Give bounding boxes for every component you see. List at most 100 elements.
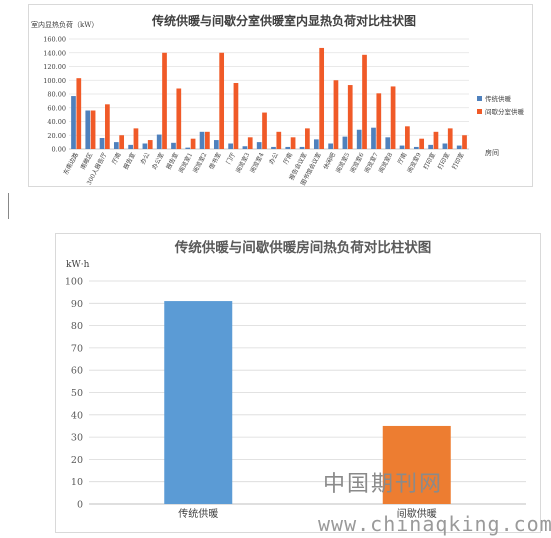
chart-1-x-tick: 阅览室2 bbox=[191, 151, 208, 174]
chart-1-bar-traditional bbox=[213, 140, 219, 149]
chart-2-y-tick: 70 bbox=[71, 343, 83, 354]
chart-1-bar-intermittent bbox=[219, 52, 225, 149]
chart-1-bar-intermittent bbox=[233, 83, 239, 149]
chart-2-bar bbox=[164, 301, 233, 504]
chart-1-bar-intermittent bbox=[147, 140, 153, 149]
watermark-cn: 中国期刊网 bbox=[323, 472, 444, 497]
chart-1-bar-traditional bbox=[128, 144, 133, 149]
chart-1-x-tick: 南敞区 bbox=[79, 151, 95, 171]
chart-1-bar-intermittent bbox=[433, 131, 439, 149]
chart-2-title: 传统供暖与间歇供暖房间热负荷对比柱状图 bbox=[174, 239, 432, 256]
chart-1-bar-intermittent bbox=[305, 128, 310, 149]
chart-1-bar-intermittent bbox=[105, 104, 110, 149]
chart-1-y-tick: 0.00 bbox=[52, 146, 66, 154]
chart-1-bar-traditional bbox=[313, 139, 319, 149]
chart-1-bar-traditional bbox=[285, 146, 291, 149]
chart-2-y-tick: 30 bbox=[71, 433, 83, 444]
chart-2-bar bbox=[382, 425, 451, 504]
chart-1-bar-intermittent bbox=[119, 135, 125, 149]
chart-1-x-tick: 办公 bbox=[267, 151, 280, 165]
chart-1-bar-traditional bbox=[171, 142, 176, 149]
divider-mark bbox=[8, 193, 9, 219]
chart-1-x-tick: 打印室 bbox=[450, 151, 466, 171]
chart-2-x-tick: 间歇供暖 bbox=[397, 507, 437, 520]
chart-1-bar-traditional bbox=[356, 129, 362, 149]
chart-1-bar-intermittent bbox=[290, 137, 296, 149]
chart-1-y-tick: 160.00 bbox=[43, 36, 66, 44]
chart-1-x-tick: 门厅 bbox=[224, 151, 237, 165]
chart-1-x-tick: 报告室 bbox=[122, 151, 138, 171]
chart-1-title: 传统供暖与间歇分室供暖室内显热负荷对比柱状图 bbox=[151, 13, 416, 28]
watermark-url: www.chinaqking.com bbox=[318, 512, 551, 536]
chart-1-bar-traditional bbox=[242, 146, 248, 149]
chart-2-svg: 传统供暖与间歇供暖房间热负荷对比柱状图 kW·h 0 10 20 30 40 50 60 70 80… bbox=[65, 239, 526, 520]
chart-1-bar-traditional bbox=[371, 127, 376, 149]
chart-1-y-tick: 100.00 bbox=[43, 77, 66, 85]
chart-2-y-tick: 90 bbox=[71, 299, 83, 310]
chart-1-legend-swatch bbox=[477, 96, 482, 101]
chart-1-bar-traditional bbox=[299, 146, 305, 149]
chart-1-y-tick: 120.00 bbox=[43, 63, 66, 71]
chart-1-y-tick: 60.00 bbox=[47, 104, 66, 112]
chart-1-x-axis-label: 房间 bbox=[485, 148, 499, 157]
chart-2-y-tick: 50 bbox=[71, 388, 83, 399]
chart-1-bar-intermittent bbox=[447, 128, 453, 149]
chart-1-bar-intermittent bbox=[176, 88, 182, 149]
chart-1-bar-traditional bbox=[428, 144, 433, 149]
chart-1-bar-intermittent bbox=[376, 93, 382, 149]
chart-2-y-tick: 40 bbox=[71, 410, 83, 421]
chart-1-bar-intermittent bbox=[333, 80, 339, 149]
chart-1-legend-label: 传统供暖 bbox=[485, 94, 512, 103]
chart-1-bar-intermittent bbox=[162, 52, 167, 149]
chart-1-bar-intermittent bbox=[247, 137, 253, 149]
chart-1-x-tick: 厅南 bbox=[110, 151, 123, 165]
chart-1-y-tick: 40.00 bbox=[47, 118, 66, 126]
chart-1-y-tick: 20.00 bbox=[47, 132, 66, 140]
chart-1-y-tick: 80.00 bbox=[47, 91, 66, 99]
chart-1-bar-traditional bbox=[442, 143, 448, 149]
chart-1-bar-intermittent bbox=[133, 128, 139, 149]
chart-1-bar-traditional bbox=[342, 136, 348, 149]
chart-1-bar-intermittent bbox=[390, 86, 396, 149]
chart-1-x-tick: 阅览室4 bbox=[248, 151, 265, 174]
chart-1-bar-intermittent bbox=[347, 85, 353, 149]
chart-1-bar-traditional bbox=[456, 145, 462, 149]
chart-1-bar-intermittent bbox=[419, 138, 425, 149]
chart-1-x-tick: 厅南 bbox=[281, 151, 294, 165]
chart-1-bar-intermittent bbox=[362, 54, 367, 149]
chart-1-x-tick: 阅览室9 bbox=[405, 151, 422, 174]
chart-1-bar-intermittent bbox=[262, 112, 267, 149]
chart-2-y-axis-label: kW·h bbox=[66, 260, 90, 270]
chart-2-panel: 传统供暖与间歇供暖房间热负荷对比柱状图 kW·h 0 10 20 30 40 50 60 70 80… bbox=[55, 233, 541, 533]
chart-1-bar-traditional bbox=[199, 131, 205, 149]
chart-1-bar-traditional bbox=[413, 146, 419, 149]
chart-1-bar-traditional bbox=[156, 134, 162, 149]
chart-1-x-tick: 休闲吧 bbox=[322, 151, 338, 171]
chart-1-bar-traditional bbox=[99, 138, 105, 149]
chart-1-y-tick: 140.00 bbox=[43, 49, 66, 57]
chart-1-x-tick: 借书室 bbox=[207, 151, 223, 171]
chart-1-bar-intermittent bbox=[205, 131, 210, 149]
chart-1-bar-intermittent bbox=[90, 110, 96, 149]
chart-1-bar-traditional bbox=[328, 143, 333, 149]
chart-2-y-tick: 0 bbox=[77, 500, 83, 511]
chart-1-bar-traditional bbox=[113, 142, 119, 149]
chart-1-x-tick: 厅南 bbox=[396, 151, 409, 165]
chart-1-svg: 传统供暖与间歇分室供暖室内显热负荷对比柱状图 室内显热负荷（kW） 0.00 20.0… bbox=[31, 13, 525, 187]
chart-1-x-tick: 东南边路 bbox=[62, 151, 80, 176]
chart-1-bar-traditional bbox=[71, 96, 76, 149]
chart-1-x-tick: 打印室 bbox=[422, 151, 438, 171]
chart-1-x-tick: 打印室 bbox=[436, 151, 452, 171]
chart-1-bar-intermittent bbox=[76, 78, 82, 149]
chart-1-bar-traditional bbox=[142, 143, 148, 149]
chart-1-x-tick: 报告室 bbox=[164, 151, 180, 171]
chart-1-legend-label: 间歇分室供暖 bbox=[485, 107, 525, 116]
chart-2-y-tick: 100 bbox=[65, 277, 83, 288]
chart-1-x-tick: 阅览室8 bbox=[377, 151, 394, 174]
chart-1-bar-intermittent bbox=[462, 135, 467, 149]
chart-1-bar-intermittent bbox=[276, 131, 282, 149]
chart-2-x-tick: 传统供暖 bbox=[178, 507, 218, 520]
chart-1-bar-traditional bbox=[399, 145, 405, 149]
chart-2-y-tick: 10 bbox=[71, 477, 83, 488]
chart-1-y-axis-label: 室内显热负荷（kW） bbox=[31, 20, 98, 29]
